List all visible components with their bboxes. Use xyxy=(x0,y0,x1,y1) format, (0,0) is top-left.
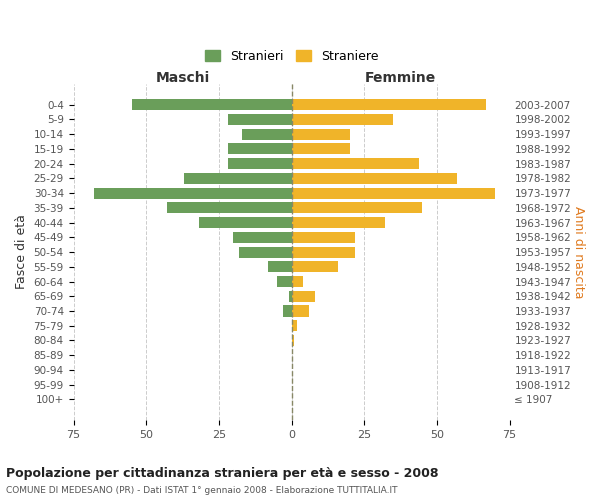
Bar xyxy=(292,290,315,302)
Bar xyxy=(292,173,457,184)
Legend: Stranieri, Straniere: Stranieri, Straniere xyxy=(201,46,382,67)
Bar xyxy=(292,202,422,213)
Y-axis label: Fasce di età: Fasce di età xyxy=(15,214,28,290)
Bar xyxy=(292,306,309,316)
Bar xyxy=(292,335,295,346)
Text: Popolazione per cittadinanza straniera per età e sesso - 2008: Popolazione per cittadinanza straniera p… xyxy=(6,467,439,480)
Bar xyxy=(292,232,355,243)
Bar xyxy=(292,246,355,258)
Bar xyxy=(292,276,303,287)
Text: COMUNE DI MEDESANO (PR) - Dati ISTAT 1° gennaio 2008 - Elaborazione TUTTITALIA.I: COMUNE DI MEDESANO (PR) - Dati ISTAT 1° … xyxy=(6,486,398,495)
Bar xyxy=(292,158,419,169)
Bar xyxy=(292,114,393,125)
Bar xyxy=(199,217,292,228)
Bar xyxy=(94,188,292,198)
Bar xyxy=(227,144,292,154)
Bar xyxy=(292,262,338,272)
Bar xyxy=(289,290,292,302)
Bar xyxy=(233,232,292,243)
Bar xyxy=(292,188,495,198)
Bar xyxy=(131,99,292,110)
Bar xyxy=(292,128,350,140)
Bar xyxy=(292,99,486,110)
Bar xyxy=(292,320,298,332)
Bar xyxy=(268,262,292,272)
Bar xyxy=(283,306,292,316)
Text: Maschi: Maschi xyxy=(155,72,209,86)
Bar xyxy=(167,202,292,213)
Bar xyxy=(227,114,292,125)
Bar xyxy=(239,246,292,258)
Bar xyxy=(277,276,292,287)
Bar xyxy=(184,173,292,184)
Y-axis label: Anni di nascita: Anni di nascita xyxy=(572,206,585,298)
Bar xyxy=(292,217,385,228)
Bar xyxy=(242,128,292,140)
Bar xyxy=(227,158,292,169)
Text: Femmine: Femmine xyxy=(365,72,436,86)
Bar xyxy=(292,144,350,154)
